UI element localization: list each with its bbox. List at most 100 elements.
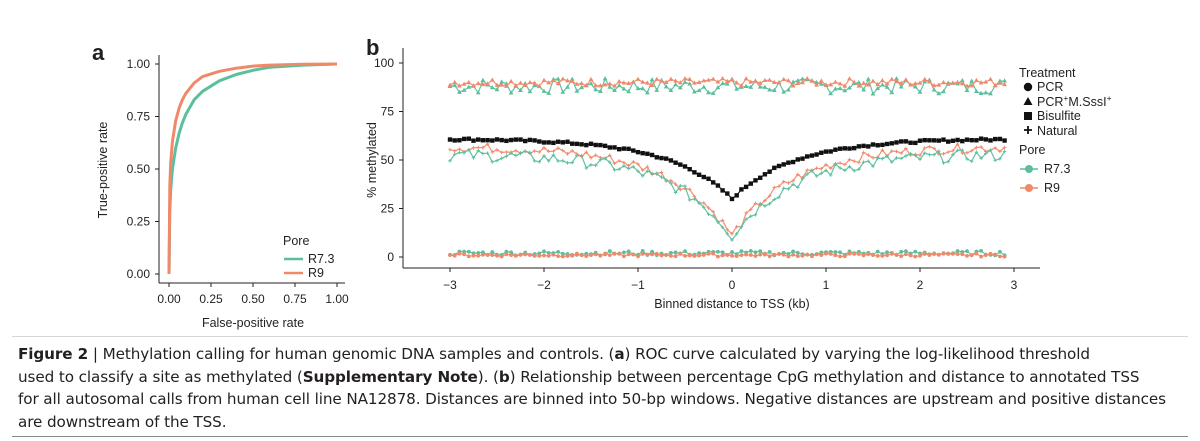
series-triangle-point	[687, 81, 693, 86]
series-plus-point	[777, 184, 781, 189]
series-plus-point	[457, 150, 462, 155]
series-square-point	[800, 156, 805, 161]
series-square-point	[833, 147, 838, 152]
series-circle-point	[678, 251, 683, 256]
series-triangle-point	[532, 82, 537, 87]
series-square-point	[649, 152, 655, 158]
series-triangle-point	[861, 87, 866, 92]
series-plus-point	[523, 149, 527, 154]
series-square-point	[950, 138, 956, 143]
series-circle-point	[833, 250, 838, 254]
series-triangle-point	[706, 90, 711, 95]
series-circle-point	[875, 253, 880, 258]
series-plus-point	[669, 181, 673, 186]
series-triangle-point	[560, 89, 566, 94]
series-plus-point	[697, 200, 701, 205]
series-circle-point	[659, 253, 664, 258]
series-plus-point	[810, 169, 814, 173]
panel-a-x-tick-label: 1.00	[325, 292, 349, 306]
series-square-point	[913, 140, 918, 146]
series-circle-point	[734, 254, 739, 259]
panel-b-y-tick-label: 50	[381, 153, 395, 167]
series-triangle-point	[569, 78, 575, 83]
supplementary-note-link[interactable]: Supplementary Note	[302, 367, 478, 386]
series-circle-point	[819, 253, 824, 257]
series-triangle-point	[692, 80, 697, 85]
series-plus-point	[499, 156, 504, 161]
series-triangle-point	[649, 77, 655, 82]
series-triangle-point	[461, 87, 467, 92]
series-circle-point	[904, 249, 908, 254]
series-circle-point	[716, 249, 720, 254]
series-triangle-point	[541, 88, 547, 93]
series-square-point	[993, 136, 998, 142]
series-triangle-point	[654, 87, 660, 92]
series-plus-point	[636, 162, 640, 166]
series-triangle-point	[842, 88, 848, 93]
series-triangle-point	[842, 83, 848, 88]
series-triangle-point	[598, 83, 603, 88]
series-plus-point	[490, 160, 495, 164]
series-circle-point	[744, 252, 748, 257]
series-circle-point	[753, 254, 758, 258]
series-circle-point	[913, 249, 918, 254]
series-circle-point	[828, 251, 833, 256]
series-circle-point	[631, 252, 636, 257]
series-triangle-point	[922, 76, 928, 81]
caption-top-divider	[12, 336, 1188, 337]
series-circle-point	[622, 250, 626, 255]
series-circle-point	[650, 249, 654, 254]
series-plus-point	[866, 153, 871, 157]
series-plus-point	[875, 156, 880, 161]
series-triangle-point	[786, 87, 791, 92]
series-circle-point	[720, 253, 725, 258]
series-circle-point	[542, 249, 546, 254]
series-plus-point	[857, 160, 861, 165]
series-triangle-point	[593, 83, 599, 88]
series-circle-point	[612, 251, 617, 256]
series-plus-point	[565, 152, 570, 156]
series-circle-point	[739, 253, 744, 258]
series-plus-point	[819, 171, 824, 176]
series-plus-point	[951, 149, 955, 153]
panel-b-y-tick-label: 0	[387, 250, 394, 264]
series-square-point	[508, 137, 514, 143]
series-circle-point	[673, 250, 678, 255]
series-circle-point	[885, 250, 889, 255]
series-circle-point	[880, 254, 885, 258]
series-triangle-point	[494, 87, 500, 92]
series-plus-point	[612, 168, 617, 172]
series-circle-point	[814, 252, 819, 257]
series-triangle-point	[560, 76, 566, 81]
series-circle-point	[607, 253, 612, 258]
series-square-point	[875, 143, 880, 148]
series-triangle-point	[974, 77, 979, 83]
series-triangle-point	[880, 82, 885, 87]
series-square-point	[894, 140, 899, 145]
series-square-point	[593, 142, 598, 148]
series-square-point	[725, 191, 730, 196]
series-square-point	[748, 181, 753, 186]
caption-line-4: are downstream of the TSS.	[18, 412, 227, 431]
series-triangle-point	[790, 83, 796, 88]
series-square-point	[978, 136, 984, 141]
series-plus-point	[730, 231, 734, 236]
series-square-point	[941, 137, 946, 142]
series-triangle-point	[555, 76, 561, 81]
series-plus-point	[645, 165, 650, 169]
series-plus-point	[720, 218, 725, 223]
series-square-point	[560, 140, 565, 145]
series-circle-point	[993, 252, 998, 257]
series-plus-point	[485, 142, 490, 146]
series-plus-point	[828, 173, 833, 177]
series-triangle-point	[480, 77, 486, 82]
series-plus-point	[786, 187, 791, 191]
legend-triangle-icon	[1023, 97, 1033, 105]
series-circle-point	[899, 249, 904, 254]
series-triangle-point	[851, 79, 857, 84]
series-square-point	[884, 141, 890, 147]
series-plus-point	[918, 157, 922, 162]
series-plus-point	[702, 201, 706, 205]
series-circle-point	[904, 252, 908, 257]
series-plus-point	[767, 194, 772, 198]
